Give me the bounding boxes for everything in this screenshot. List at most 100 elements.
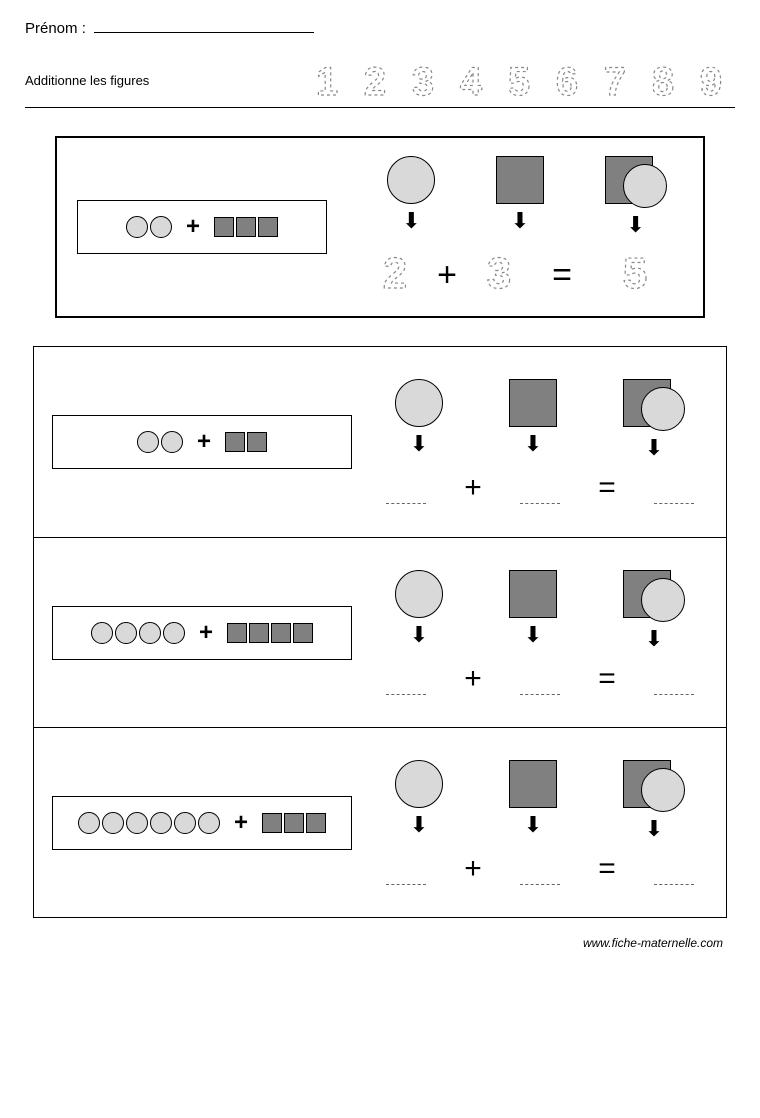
name-label: Prénom : [25, 20, 86, 37]
answer-blank[interactable] [386, 663, 426, 695]
answer-blank[interactable] [654, 663, 694, 695]
legend-square: ⬇ [496, 156, 544, 232]
footer-credit: www.fiche-maternelle.com [25, 936, 735, 950]
svg-text:3: 3 [412, 60, 434, 103]
legend-item: ⬇ [509, 379, 557, 455]
arrow-down-icon: ⬇ [626, 214, 644, 236]
square-icon [509, 570, 557, 618]
equals-icon: = [598, 662, 616, 696]
example-squares [214, 217, 278, 237]
legend-item: ⬇ [509, 760, 557, 836]
exercise-row: +⬇⬇⬇+= [34, 727, 726, 917]
answer-blank[interactable] [654, 472, 694, 504]
shape-equation-box: + [52, 606, 352, 660]
legend-row: ⬇ ⬇ ⬇ [372, 570, 708, 650]
svg-text:5: 5 [623, 249, 647, 298]
exercise-row: +⬇⬇⬇+= [34, 537, 726, 727]
svg-text:=: = [552, 256, 572, 294]
answer-blank[interactable] [386, 853, 426, 885]
svg-text:3: 3 [487, 249, 511, 298]
legend-row: ⬇ ⬇ ⬇ [372, 379, 708, 459]
circles-group [78, 812, 220, 834]
circle-icon [387, 156, 435, 204]
legend-item: ⬇ [395, 570, 443, 646]
answer-blank[interactable] [520, 853, 560, 885]
circles-group [137, 431, 183, 453]
plus-icon: + [197, 428, 211, 456]
plus-icon: + [464, 662, 482, 696]
instruction-text: Additionne les figures [25, 73, 149, 88]
legend-item: ⬇ [623, 570, 685, 650]
squares-group [225, 432, 267, 452]
equation-row: += [372, 852, 708, 886]
name-row: Prénom : [25, 20, 735, 37]
legend-combo: ⬇ [605, 156, 667, 236]
arrow-down-icon: ⬇ [645, 628, 663, 650]
plus-icon: + [464, 471, 482, 505]
svg-text:7: 7 [604, 60, 626, 103]
svg-text:4: 4 [460, 60, 483, 103]
exercises-container: +⬇⬇⬇+=+⬇⬇⬇+=+⬇⬇⬇+= [33, 346, 727, 918]
instruction-row: Additionne les figures 123456789 [25, 57, 735, 108]
circles-group [91, 622, 185, 644]
arrow-down-icon: ⬇ [524, 624, 542, 646]
equals-icon: = [598, 471, 616, 505]
arrow-down-icon: ⬇ [410, 624, 428, 646]
number-strip: 123456789 [305, 57, 735, 103]
svg-text:2: 2 [364, 60, 386, 103]
arrow-down-icon: ⬇ [645, 818, 663, 840]
answer-blank[interactable] [654, 853, 694, 885]
combo-icon [623, 760, 685, 812]
example-equation: 2 + 3 = 5 [367, 248, 687, 298]
shape-equation-box: + [52, 415, 352, 469]
svg-text:+: + [437, 256, 457, 294]
equation-row: += [372, 662, 708, 696]
combo-icon [605, 156, 667, 208]
answer-blank[interactable] [520, 472, 560, 504]
example-box: + ⬇ ⬇ [55, 136, 705, 318]
arrow-down-icon: ⬇ [524, 814, 542, 836]
arrow-down-icon: ⬇ [511, 210, 529, 232]
svg-text:8: 8 [652, 60, 674, 103]
plus-icon: + [234, 809, 248, 837]
shape-equation-box: + [52, 796, 352, 850]
plus-icon: + [199, 619, 213, 647]
svg-text:2: 2 [383, 249, 407, 298]
svg-text:6: 6 [556, 60, 578, 103]
name-blank-line[interactable] [94, 32, 314, 33]
example-equation-svg: 2 + 3 = 5 [367, 248, 687, 298]
worksheet-page: Prénom : Additionne les figures 12345678… [0, 0, 760, 970]
plus-icon: + [464, 852, 482, 886]
combo-icon [623, 570, 685, 622]
squares-group [262, 813, 326, 833]
arrow-down-icon: ⬇ [410, 433, 428, 455]
combo-icon [623, 379, 685, 431]
squares-group [227, 623, 313, 643]
circle-icon [395, 379, 443, 427]
legend-item: ⬇ [395, 379, 443, 455]
legend-row: ⬇ ⬇ ⬇ [367, 156, 687, 236]
answer-blank[interactable] [520, 663, 560, 695]
equation-row: += [372, 471, 708, 505]
arrow-down-icon: ⬇ [402, 210, 420, 232]
equals-icon: = [598, 852, 616, 886]
dashed-digits: 123456789 [305, 57, 735, 103]
arrow-down-icon: ⬇ [410, 814, 428, 836]
square-icon [509, 379, 557, 427]
arrow-down-icon: ⬇ [524, 433, 542, 455]
square-icon [496, 156, 544, 204]
arrow-down-icon: ⬇ [645, 437, 663, 459]
svg-text:1: 1 [316, 60, 338, 103]
svg-text:9: 9 [700, 60, 722, 103]
plus-icon: + [186, 213, 200, 241]
legend-item: ⬇ [395, 760, 443, 836]
exercise-row: +⬇⬇⬇+= [34, 347, 726, 537]
answer-blank[interactable] [386, 472, 426, 504]
legend-row: ⬇ ⬇ ⬇ [372, 760, 708, 840]
square-icon [509, 760, 557, 808]
legend-circle: ⬇ [387, 156, 435, 232]
svg-text:5: 5 [508, 60, 530, 103]
legend-item: ⬇ [509, 570, 557, 646]
circle-icon [395, 760, 443, 808]
legend-item: ⬇ [623, 379, 685, 459]
